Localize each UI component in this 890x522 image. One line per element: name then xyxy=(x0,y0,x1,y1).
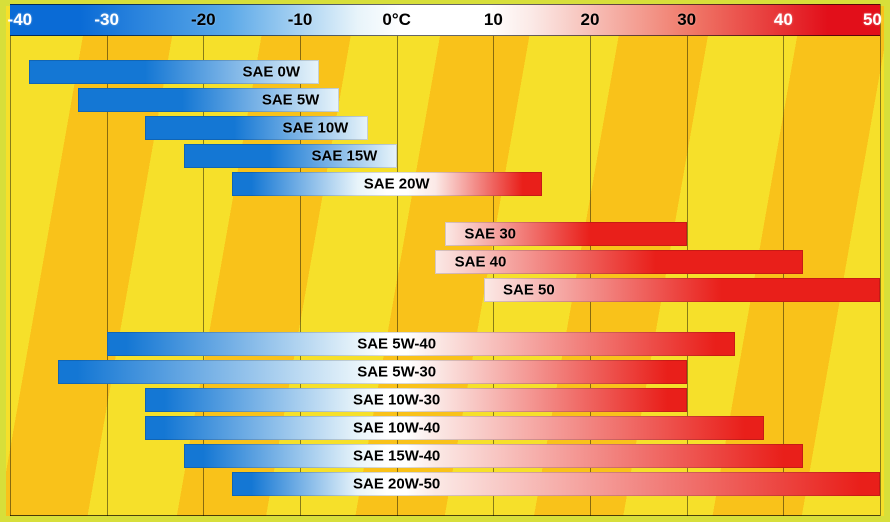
oil-grade-label: SAE 20W xyxy=(364,176,430,193)
oil-grade-bar: SAE 5W-40 xyxy=(10,332,880,356)
oil-grade-bar: SAE 15W-40 xyxy=(10,444,880,468)
axis-tick-label: 0°C xyxy=(382,10,411,30)
oil-grade-bar-fill xyxy=(232,472,880,496)
axis-tick-label: 50 xyxy=(863,10,882,30)
oil-grade-label: SAE 30 xyxy=(464,226,516,243)
oil-grade-label: SAE 10W xyxy=(282,120,348,137)
plot-border xyxy=(10,515,880,516)
oil-grade-bar: SAE 10W-40 xyxy=(10,416,880,440)
oil-grade-label: SAE 15W xyxy=(311,148,377,165)
oil-grade-bar-fill xyxy=(184,444,803,468)
oil-grade-bar: SAE 30 xyxy=(10,222,880,246)
axis-tick-label: 10 xyxy=(484,10,503,30)
oil-grade-label: SAE 40 xyxy=(455,254,507,271)
oil-grade-bar: SAE 50 xyxy=(10,278,880,302)
axis-tick-label: 30 xyxy=(677,10,696,30)
scale-bar: -40 -30 -20 -10 0°C 10 20 30 40 50 xyxy=(10,4,880,36)
oil-grade-bar: SAE 40 xyxy=(10,250,880,274)
oil-grade-bar: SAE 10W-30 xyxy=(10,388,880,412)
oil-grade-bar-fill xyxy=(145,416,764,440)
axis-tick-label: -30 xyxy=(94,10,119,30)
oil-grade-bar: SAE 0W xyxy=(10,60,880,84)
oil-grade-bar: SAE 5W-30 xyxy=(10,360,880,384)
oil-grade-bar: SAE 15W xyxy=(10,144,880,168)
oil-grade-label: SAE 20W-50 xyxy=(353,476,440,493)
oil-grade-label: SAE 10W-40 xyxy=(353,420,440,437)
oil-grade-bar: SAE 20W-50 xyxy=(10,472,880,496)
oil-grade-label: SAE 50 xyxy=(503,282,555,299)
oil-grade-label: SAE 10W-30 xyxy=(353,392,440,409)
axis-tick-label: 40 xyxy=(774,10,793,30)
oil-grade-label: SAE 5W-30 xyxy=(357,364,436,381)
oil-grade-label: SAE 0W xyxy=(242,64,300,81)
axis-tick-label: -40 xyxy=(8,10,33,30)
oil-grade-bar: SAE 20W xyxy=(10,172,880,196)
oil-grade-label: SAE 5W-40 xyxy=(357,336,436,353)
chart-plot-area: -40 -30 -20 -10 0°C 10 20 30 40 50 SAE 0W SAE 5W SA… xyxy=(10,4,880,516)
oil-grade-bar: SAE 5W xyxy=(10,88,880,112)
axis-tick-label: 20 xyxy=(581,10,600,30)
axis-tick-label: -10 xyxy=(288,10,313,30)
oil-grade-bar: SAE 10W xyxy=(10,116,880,140)
axis-tick-label: -20 xyxy=(191,10,216,30)
gridline xyxy=(880,4,881,516)
oil-grade-label: SAE 15W-40 xyxy=(353,448,440,465)
oil-grade-label: SAE 5W xyxy=(262,92,320,109)
